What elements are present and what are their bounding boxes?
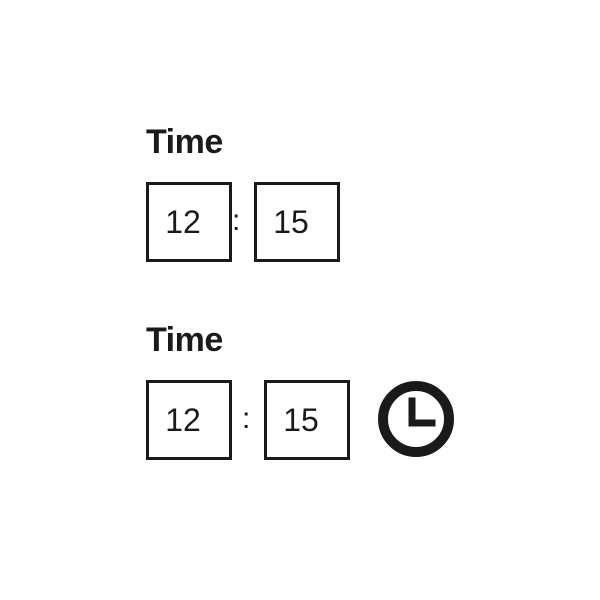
minutes-input[interactable]: 15	[254, 182, 340, 262]
minutes-input[interactable]: 15	[264, 380, 350, 460]
hours-input[interactable]: 12	[146, 182, 232, 262]
hours-input[interactable]: 12	[146, 380, 232, 460]
time-label: Time	[146, 123, 223, 161]
clock-button[interactable]	[378, 381, 454, 457]
time-separator: :	[232, 204, 241, 237]
clock-icon	[378, 381, 454, 457]
time-label: Time	[146, 321, 223, 359]
time-separator: :	[242, 402, 251, 435]
